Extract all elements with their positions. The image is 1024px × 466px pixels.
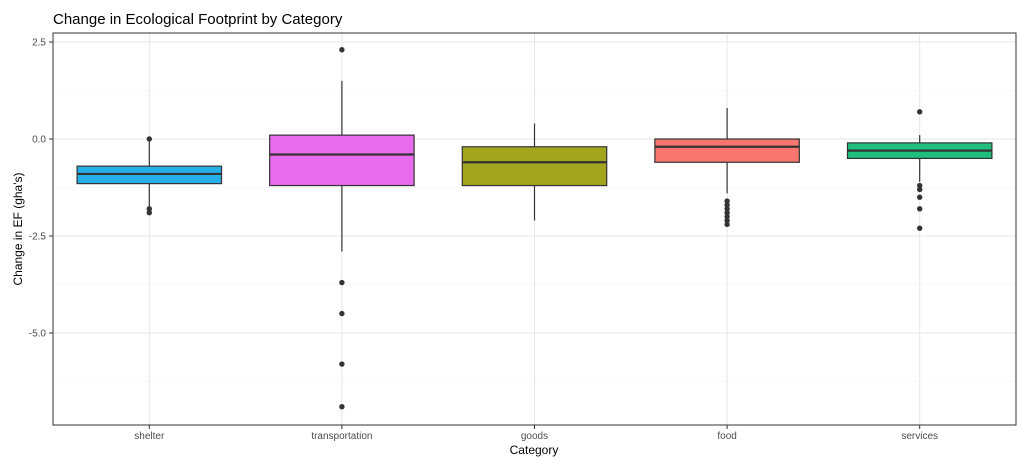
y-tick-label: 0.0 (32, 135, 46, 146)
outlier-point (917, 206, 923, 212)
axes: 2.5 0.0 -2.5 -5.0 shelter transportation goods… (29, 38, 938, 443)
outlier-point (724, 217, 730, 224)
outlier-point (724, 206, 730, 212)
box-shelter (76, 136, 223, 216)
outlier-point (724, 213, 730, 220)
x-tick-label: shelter (134, 431, 165, 442)
outlier-point (917, 182, 923, 189)
outlier-point (917, 225, 923, 231)
x-tick-label: food (717, 431, 736, 442)
outlier-point (917, 186, 923, 193)
outlier-point (339, 279, 345, 286)
outlier-point (339, 47, 345, 53)
box-body (461, 146, 608, 187)
box-body (654, 138, 800, 163)
outlier-point (146, 136, 152, 142)
outlier-point (339, 361, 345, 367)
outlier-point (724, 202, 730, 208)
y-tick-label: -2.5 (29, 232, 47, 243)
y-tick-label: -5.0 (29, 329, 47, 340)
box-transportation (269, 47, 415, 410)
outlier-point (917, 109, 923, 115)
outlier-point (917, 194, 923, 200)
boxes (76, 47, 993, 410)
outlier-point (724, 198, 730, 204)
x-tick-label: services (901, 431, 938, 442)
outlier-point (146, 206, 152, 212)
box-services (846, 109, 993, 231)
outlier-point (724, 221, 730, 228)
y-axis-title: Change in EF (gha's) (11, 172, 25, 285)
x-tick-label: transportation (311, 431, 372, 442)
outlier-point (724, 210, 730, 216)
outlier-point (339, 310, 345, 317)
x-axis-title: Category (510, 443, 559, 457)
grid (53, 33, 1016, 425)
outlier-point (146, 210, 152, 216)
outlier-point (339, 404, 345, 410)
box-food (654, 107, 800, 228)
box-goods (461, 123, 608, 221)
box-body (269, 134, 415, 187)
y-tick-label: 2.5 (32, 38, 46, 49)
x-tick-label: goods (521, 431, 548, 442)
chart-title: Change in Ecological Footprint by Catego… (53, 11, 343, 28)
